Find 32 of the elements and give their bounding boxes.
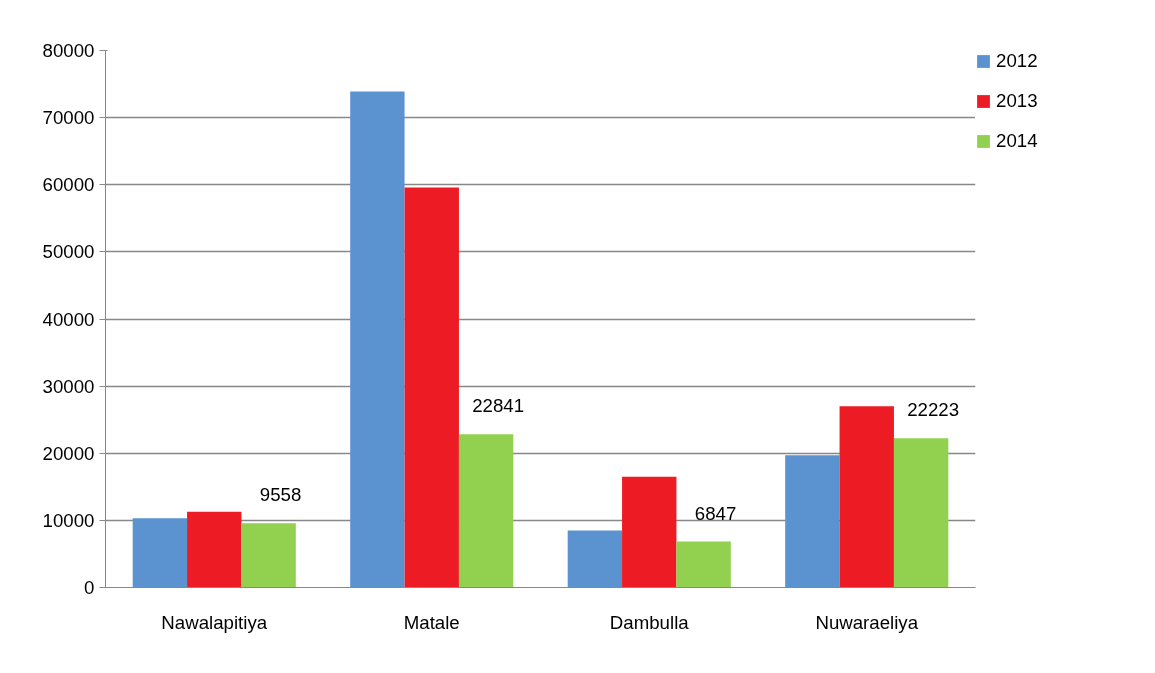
bar (567, 530, 623, 588)
x-tick-label: Nawalapitiya (161, 611, 268, 633)
data-label: 22223 (907, 399, 960, 421)
y-tick-label: 40000 (42, 308, 95, 330)
x-tick-label: Matale (403, 611, 460, 633)
y-tick-label: 30000 (42, 375, 95, 397)
y-tick-label: 0 (84, 577, 95, 598)
bar (676, 541, 731, 588)
data-label: 6847 (694, 502, 737, 524)
data-label: 22841 (472, 395, 525, 417)
x-tick-label: Dambulla (609, 611, 690, 633)
bar (241, 523, 296, 588)
x-tick-label: Nuwaraeliya (815, 611, 919, 633)
bar (404, 187, 459, 588)
y-tick-label: 20000 (42, 442, 95, 464)
y-tick-label: 80000 (42, 40, 95, 61)
bar (893, 438, 949, 588)
bar (187, 511, 242, 588)
y-tick-label: 50000 (42, 241, 95, 263)
legend-label: 2012 (996, 50, 1038, 72)
bar (622, 476, 677, 588)
bar (458, 434, 514, 588)
bar (132, 518, 188, 588)
bar (839, 406, 894, 588)
data-label: 9558 (259, 484, 302, 506)
legend-label: 2013 (996, 90, 1038, 112)
y-tick-label: 10000 (42, 509, 95, 531)
bar (785, 455, 840, 588)
y-tick-label: 70000 (42, 107, 95, 129)
legend-label: 2014 (996, 130, 1038, 152)
y-tick-label: 60000 (42, 174, 95, 196)
bar (350, 91, 405, 588)
